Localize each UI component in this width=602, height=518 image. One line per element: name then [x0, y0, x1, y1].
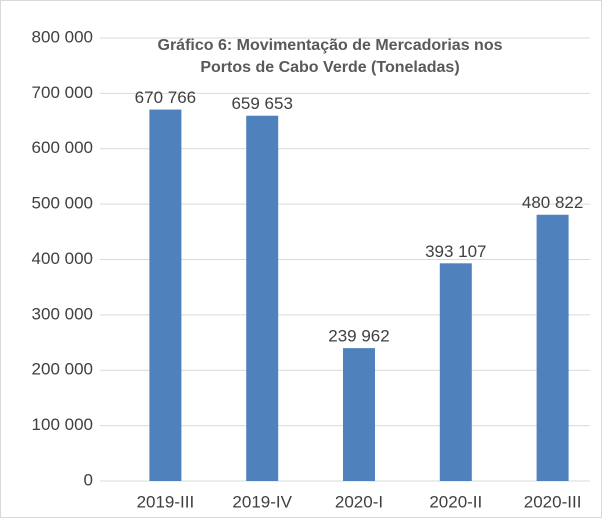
y-tick-label: 100 000 — [32, 415, 93, 434]
bar — [439, 263, 472, 481]
y-tick-label: 400 000 — [32, 249, 93, 268]
data-label: 239 962 — [328, 327, 389, 346]
chart-title: Portos de Cabo Verde (Toneladas) — [200, 59, 459, 76]
x-tick-label: 2019-IV — [232, 492, 292, 511]
y-tick-label: 700 000 — [32, 83, 93, 102]
data-label: 480 822 — [522, 193, 583, 212]
x-tick-label: 2020-II — [429, 492, 482, 511]
data-label: 659 653 — [231, 94, 292, 113]
bar — [246, 115, 279, 481]
x-tick-label: 2020-I — [335, 492, 383, 511]
bar — [149, 109, 182, 481]
bar — [343, 348, 375, 481]
bar — [536, 214, 569, 481]
data-label: 670 766 — [135, 88, 196, 107]
x-tick-label: 2020-III — [524, 492, 582, 511]
y-tick-label: 600 000 — [32, 138, 93, 157]
y-tick-label: 0 — [84, 470, 93, 489]
x-tick-label: 2019-III — [137, 492, 195, 511]
y-tick-label: 500 000 — [32, 194, 93, 213]
data-label: 393 107 — [425, 242, 486, 261]
y-tick-label: 300 000 — [32, 304, 93, 323]
y-tick-label: 800 000 — [32, 27, 93, 46]
chart-title: Gráfico 6: Movimentação de Mercadorias n… — [158, 37, 503, 54]
y-tick-label: 200 000 — [32, 360, 93, 379]
